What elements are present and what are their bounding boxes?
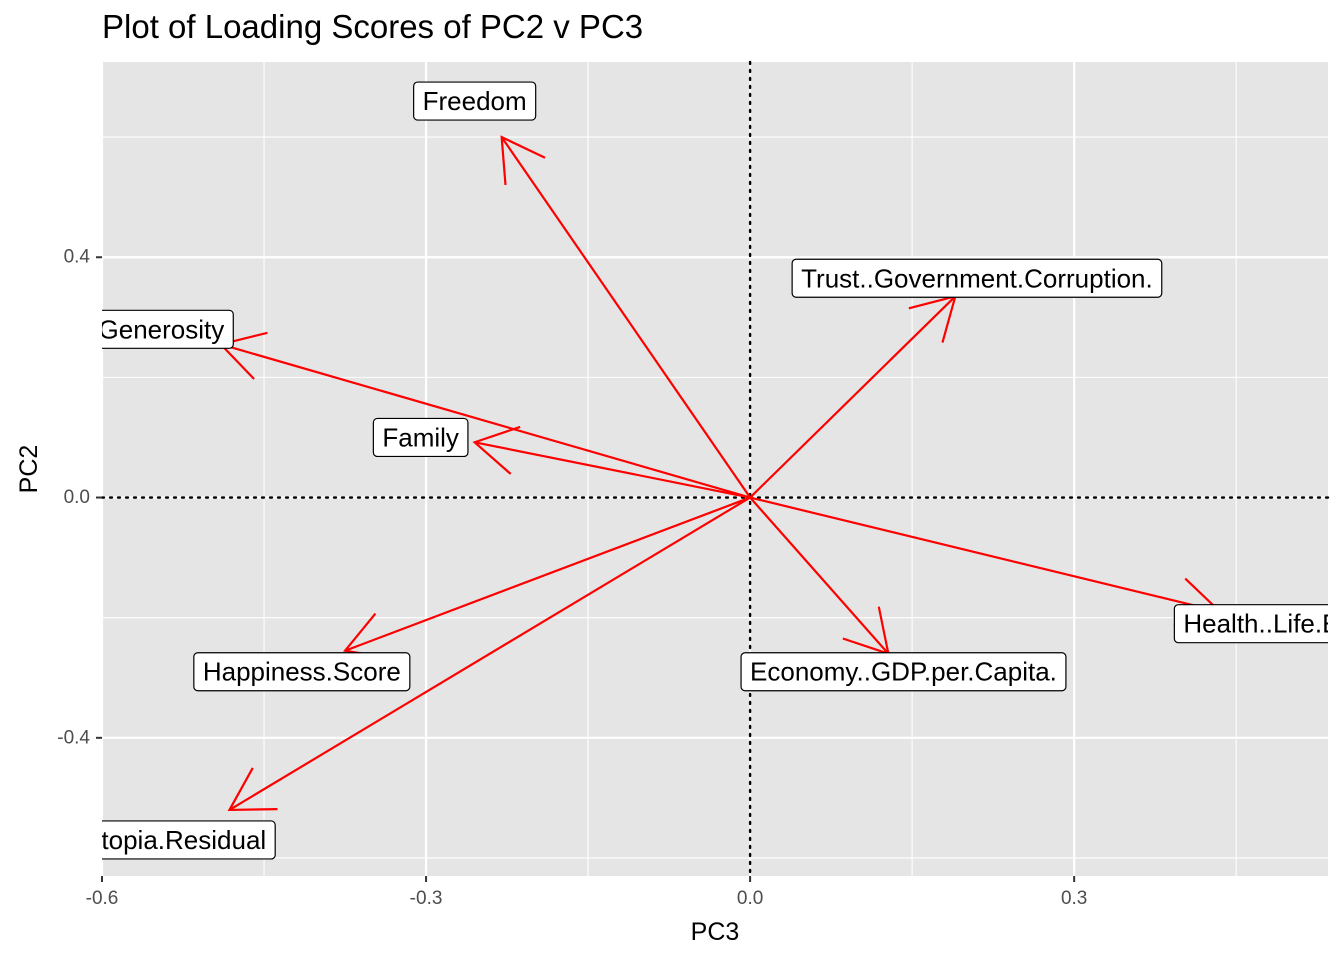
x-axis-title: PC3 bbox=[691, 918, 740, 946]
x-tick-label: -0.3 bbox=[410, 888, 443, 909]
y-axis-title: PC2 bbox=[15, 445, 43, 494]
label-text: Economy..GDP.per.Capita. bbox=[750, 657, 1057, 687]
x-tick-label: 0.0 bbox=[737, 888, 763, 909]
loading-label: Health..Life.Expectancy. bbox=[1173, 604, 1344, 644]
loading-label: Economy..GDP.per.Capita. bbox=[740, 652, 1067, 692]
label-box bbox=[102, 820, 276, 860]
label-box bbox=[102, 309, 234, 349]
loading-label: Generosity bbox=[99, 309, 234, 349]
label-text: Health..Life.Expectancy. bbox=[1183, 609, 1344, 639]
label-box bbox=[193, 652, 411, 692]
plot-panel bbox=[102, 62, 1328, 876]
gridlines bbox=[100, 62, 1328, 876]
label-text: Freedom bbox=[423, 86, 527, 116]
label-text: Happiness.Score bbox=[203, 657, 401, 687]
y-tick-label: 0.4 bbox=[64, 247, 91, 268]
label-text: Family bbox=[382, 422, 459, 452]
label-box bbox=[1173, 604, 1328, 644]
loading-arrow bbox=[227, 496, 751, 812]
x-tick-label: -0.6 bbox=[86, 888, 119, 909]
label-box bbox=[791, 258, 1163, 298]
loading-arrow bbox=[472, 425, 751, 499]
loading-label: Dystopia.Residual bbox=[57, 820, 276, 860]
loading-label: Happiness.Score bbox=[193, 652, 411, 692]
y-tick-label: -0.4 bbox=[57, 727, 90, 748]
label-box bbox=[372, 417, 469, 458]
y-tick-label: 0.0 bbox=[64, 487, 90, 508]
label-box bbox=[413, 81, 537, 121]
loading-label: Freedom bbox=[413, 81, 537, 121]
loading-arrow bbox=[500, 135, 752, 499]
loading-label: Trust..Government.Corruption. bbox=[791, 258, 1163, 298]
loading-label: Family bbox=[372, 417, 469, 458]
label-text: Dystopia.Residual bbox=[57, 825, 267, 855]
chart-title: Plot of Loading Scores of PC2 v PC3 bbox=[102, 8, 644, 45]
axes: -0.6 -0.3 0.0 0.3 -0.4 0.0 0.4 bbox=[57, 247, 1087, 909]
label-box bbox=[740, 652, 1067, 692]
loading-labels: Freedom Generosity Family Trust..Government… bbox=[57, 81, 1344, 860]
label-text: Trust..Government.Corruption. bbox=[801, 263, 1153, 293]
reference-lines bbox=[100, 60, 1330, 878]
label-text: Generosity bbox=[99, 314, 225, 344]
x-tick-label: 0.3 bbox=[1061, 888, 1087, 909]
